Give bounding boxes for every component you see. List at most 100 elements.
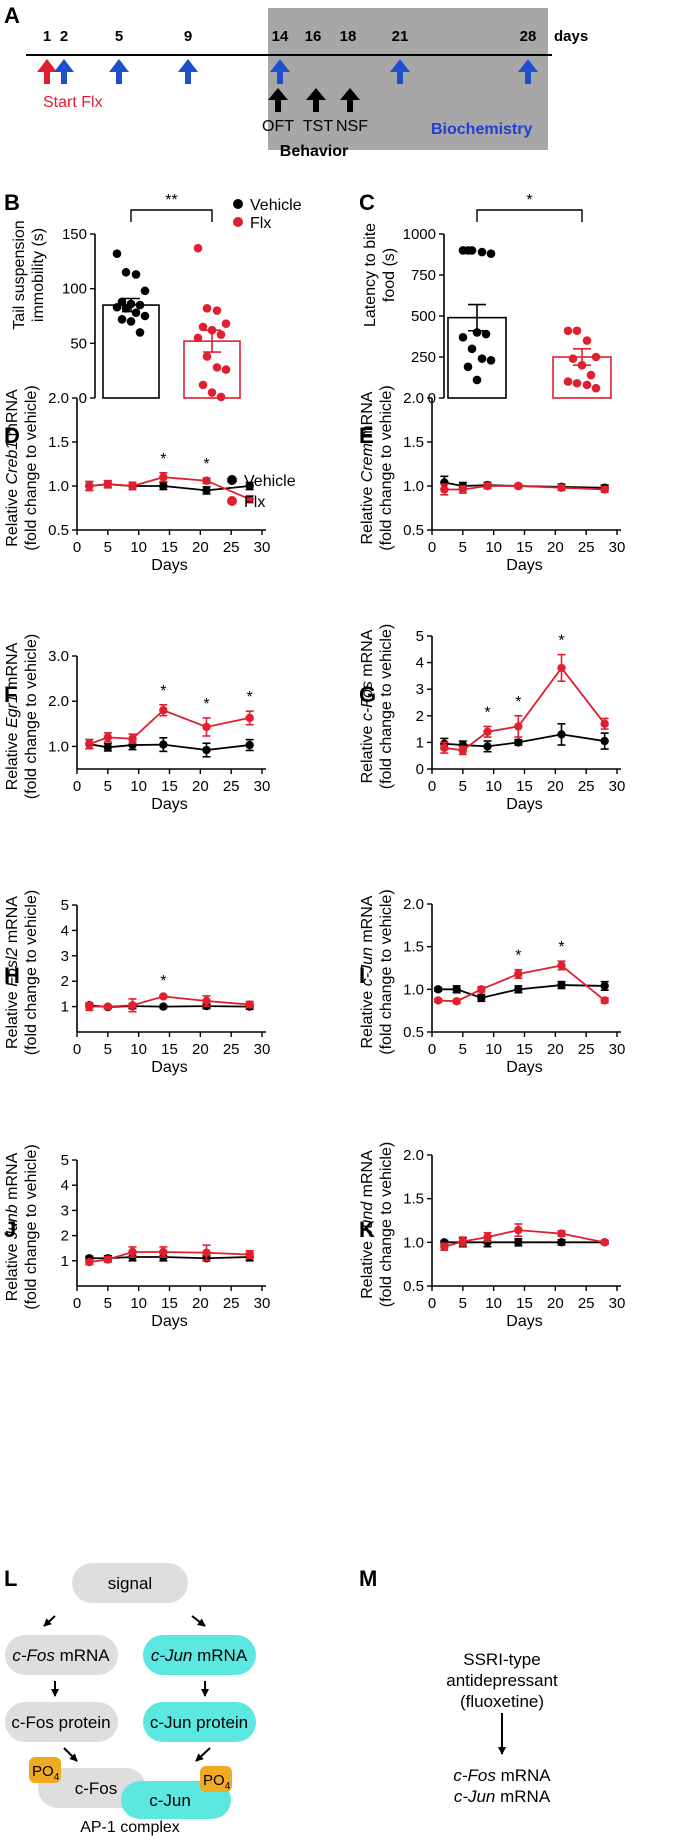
cfos-complex-node <box>38 1768 146 1808</box>
y-tick-label: 2.0 <box>403 1147 424 1164</box>
cfos-protein-node <box>5 1702 118 1742</box>
x-tick-label: 25 <box>223 778 240 795</box>
data-point-flx <box>193 333 203 343</box>
data-point-flx <box>103 1255 113 1264</box>
x-tick-label: 0 <box>73 539 81 556</box>
data-point-flx <box>221 319 231 328</box>
y-tick-label: 750 <box>411 267 436 284</box>
x-tick-label: 20 <box>192 1041 209 1058</box>
y-axis-title-gene: Crem <box>359 443 376 482</box>
data-point-flx <box>202 1248 211 1257</box>
panel-letter-e: E <box>359 423 374 448</box>
data-point-vehicle <box>458 333 468 342</box>
significance-star: * <box>160 973 166 990</box>
data-point-vehicle <box>433 985 443 994</box>
x-tick-label: 25 <box>223 539 240 556</box>
panel-h: H 0 5 10 15 20 25 30 Days 1 2 3 4 5 Relative Fosl2 mR… <box>4 890 270 1076</box>
y-axis-title-gene: Creb1 <box>4 441 21 485</box>
x-axis-title: Days <box>151 1059 187 1076</box>
data-point-vehicle <box>140 311 150 321</box>
y-axis-title-gene: Fosl2 <box>4 947 21 986</box>
y-axis-title-gene: Junb <box>4 1204 21 1240</box>
panel-letter-m: M <box>359 1566 377 1591</box>
data-point-flx <box>591 352 601 362</box>
x-tick-label: 15 <box>161 778 178 795</box>
series-line-flx <box>438 964 606 1003</box>
line-plot: 0 5 10 15 20 25 30 Days 0 1 2 3 4 5 Relative c-Fos mRN… <box>359 624 625 813</box>
y-axis-title: Relative Jund mRNA <box>359 1150 376 1299</box>
significance-star: * <box>515 694 521 711</box>
data-point-flx <box>582 380 592 390</box>
y-tick-label: 5 <box>61 897 69 914</box>
signal-label: signal <box>108 1574 152 1593</box>
data-point-flx <box>245 495 254 504</box>
cfos-protein-label: c-Fos protein <box>11 1713 110 1732</box>
y-axis-title-line2: (fold change to vehicle) <box>23 1144 40 1309</box>
legend-vehicle-label: Vehicle <box>244 473 296 490</box>
y-axis-title-suffix: mRNA <box>359 391 376 443</box>
legend: Vehicle Flx <box>227 473 296 511</box>
y-tick-label: 0.5 <box>48 522 69 539</box>
y-axis-title-prefix: Relative <box>4 1239 21 1301</box>
data-point-flx <box>557 961 566 970</box>
data-point-vehicle <box>112 302 122 312</box>
y-tick-label: 0 <box>416 761 424 778</box>
data-point-flx <box>202 476 211 485</box>
panel-letter-d: D <box>4 423 20 448</box>
data-point-flx <box>572 326 582 336</box>
data-point-flx <box>591 383 601 393</box>
y-tick-label: 1.5 <box>48 434 69 451</box>
data-point-vehicle <box>514 1238 523 1247</box>
data-point-flx <box>212 363 222 372</box>
y-tick-label: 1.0 <box>403 981 424 998</box>
data-point-flx <box>216 392 226 402</box>
data-point-flx <box>193 243 203 253</box>
y-axis-title-suffix: mRNA <box>4 896 21 948</box>
data-point-flx <box>440 485 449 494</box>
data-point-flx <box>202 352 212 361</box>
x-tick-label: 5 <box>104 1295 112 1312</box>
legend-vehicle-marker <box>227 475 237 485</box>
arrow-icon <box>43 1615 56 1627</box>
y-axis-title-prefix: Relative <box>4 728 21 790</box>
x-tick-label: 10 <box>485 778 502 795</box>
data-point-vehicle <box>557 730 566 739</box>
data-point-flx <box>159 1247 168 1257</box>
x-tick-label: 20 <box>192 1295 209 1312</box>
data-point-flx <box>103 733 113 742</box>
x-tick-label: 15 <box>516 539 533 556</box>
y-tick-label: 3 <box>61 948 69 965</box>
data-point-flx <box>202 996 211 1006</box>
x-axis-title: Days <box>506 557 542 574</box>
data-point-vehicle <box>159 740 168 749</box>
data-point-flx <box>198 322 208 332</box>
y-tick-label: 1.5 <box>403 939 424 956</box>
arrow-icon <box>191 1615 206 1627</box>
legend-flx-label: Flx <box>244 494 265 511</box>
panel-letter-l: L <box>4 1566 17 1591</box>
series-line-flx <box>89 995 250 1008</box>
data-point-vehicle <box>245 481 254 491</box>
y-axis-title-suffix: mRNA <box>359 895 376 947</box>
y-axis-title-line2: (fold change to vehicle) <box>378 1142 395 1307</box>
legend-vehicle-marker <box>233 199 243 209</box>
data-point-flx <box>577 360 587 370</box>
data-point-flx <box>582 336 592 345</box>
legend-vehicle-label: Vehicle <box>250 197 302 214</box>
data-point-vehicle <box>103 743 113 752</box>
cfos-mrna-node <box>5 1635 118 1675</box>
behavior-arrow-icon <box>306 88 326 112</box>
y-tick-label: 4 <box>416 655 424 672</box>
data-point-flx <box>600 1238 609 1247</box>
data-point-flx <box>600 719 609 728</box>
x-tick-label: 30 <box>254 1295 271 1312</box>
timeline-tick-14: 14 <box>272 28 289 45</box>
data-point-vehicle <box>467 344 477 354</box>
m-gene-1: c-Fos mRNA <box>453 1766 551 1785</box>
y-tick-label: 1.5 <box>403 1191 424 1208</box>
y-tick-label: 1 <box>61 1253 69 1270</box>
significance-star: * <box>203 456 209 473</box>
y-tick-label: 2 <box>416 708 424 725</box>
panel-e: E 0 5 10 15 20 25 30 Days 0.5 1.0 1.5 2.0 Relative C… <box>359 385 625 574</box>
significance-star: * <box>247 689 253 706</box>
